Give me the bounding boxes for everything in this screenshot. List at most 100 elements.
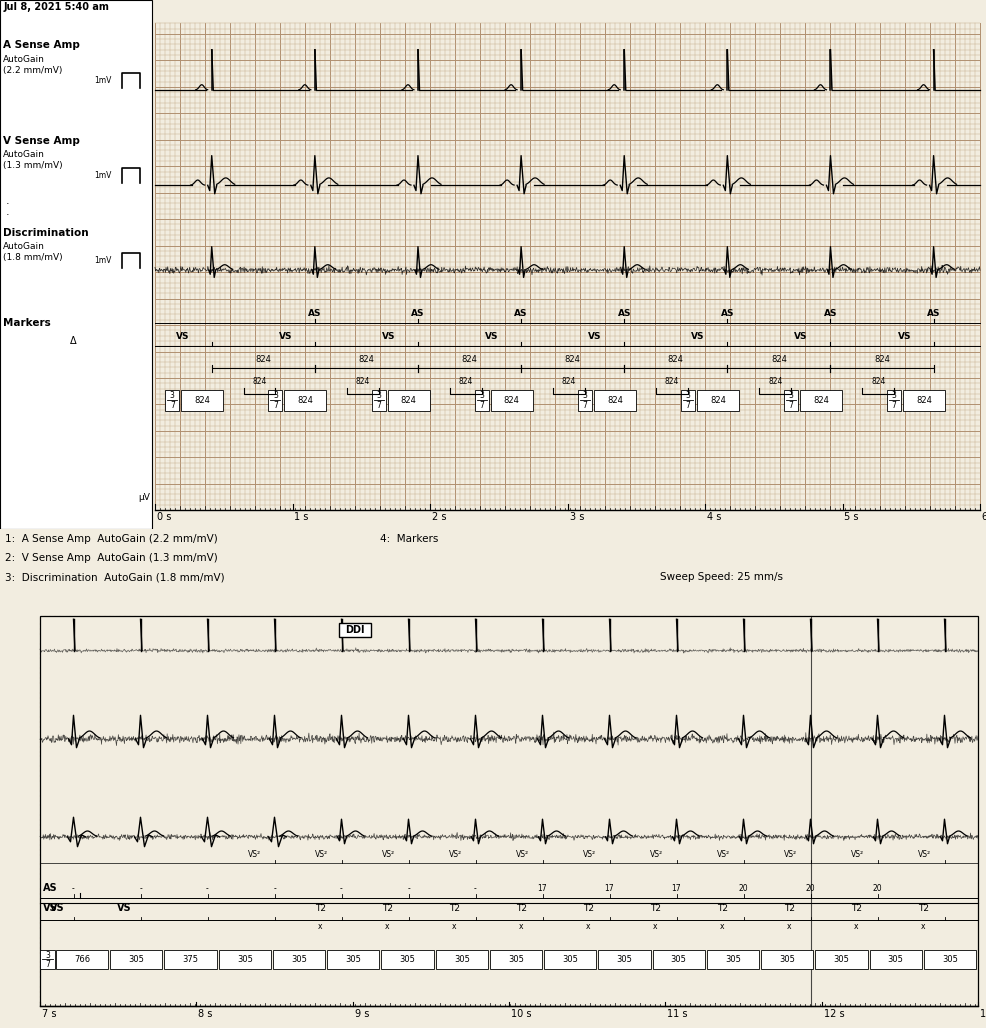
Text: x: x bbox=[386, 922, 389, 931]
Text: 305: 305 bbox=[508, 955, 524, 964]
Text: T2: T2 bbox=[784, 905, 795, 913]
Text: 824: 824 bbox=[665, 377, 679, 387]
Text: 7: 7 bbox=[170, 401, 175, 410]
Bar bbox=[436, 950, 488, 969]
Text: 824: 824 bbox=[194, 396, 210, 405]
Text: .: . bbox=[6, 196, 10, 207]
Bar bbox=[382, 950, 434, 969]
Text: VS: VS bbox=[588, 332, 601, 341]
Text: 3:  Discrimination  AutoGain (1.8 mm/mV): 3: Discrimination AutoGain (1.8 mm/mV) bbox=[5, 573, 225, 582]
Text: T2: T2 bbox=[449, 905, 459, 913]
Text: 17: 17 bbox=[537, 884, 547, 892]
Text: 11 s: 11 s bbox=[668, 1009, 688, 1020]
Bar bbox=[273, 950, 325, 969]
Bar bbox=[903, 390, 946, 411]
Text: x: x bbox=[921, 922, 926, 931]
Text: -: - bbox=[139, 884, 142, 892]
Text: 7: 7 bbox=[273, 401, 278, 410]
Text: -: - bbox=[72, 884, 75, 892]
Text: -: - bbox=[407, 884, 410, 892]
Bar bbox=[815, 950, 868, 969]
Text: 305: 305 bbox=[454, 955, 469, 964]
Bar bbox=[219, 950, 271, 969]
Bar bbox=[578, 390, 592, 411]
Text: 1mV: 1mV bbox=[95, 172, 112, 180]
Text: 8 s: 8 s bbox=[198, 1009, 213, 1020]
Text: x: x bbox=[854, 922, 859, 931]
Text: 3: 3 bbox=[479, 391, 484, 400]
Text: 824: 824 bbox=[916, 396, 932, 405]
Text: 305: 305 bbox=[128, 955, 144, 964]
Text: VS²: VS² bbox=[315, 850, 327, 859]
Text: 824: 824 bbox=[298, 396, 314, 405]
Text: VS: VS bbox=[50, 904, 65, 913]
Bar bbox=[166, 390, 179, 411]
Text: 4 s: 4 s bbox=[707, 513, 722, 522]
Text: 6 s: 6 s bbox=[982, 513, 986, 522]
Text: A Sense Amp: A Sense Amp bbox=[3, 40, 80, 50]
Text: AS: AS bbox=[721, 308, 735, 318]
Bar bbox=[594, 390, 636, 411]
Text: 3: 3 bbox=[685, 391, 690, 400]
Text: 305: 305 bbox=[345, 955, 361, 964]
Text: T2: T2 bbox=[382, 905, 392, 913]
Text: VS²: VS² bbox=[717, 850, 730, 859]
Text: T2: T2 bbox=[583, 905, 594, 913]
Text: AS: AS bbox=[515, 308, 528, 318]
Text: 3: 3 bbox=[45, 951, 50, 959]
Text: AS: AS bbox=[43, 883, 57, 892]
Text: x: x bbox=[519, 922, 524, 931]
Text: μV: μV bbox=[138, 492, 150, 502]
Text: Discrimination: Discrimination bbox=[3, 227, 89, 237]
Text: AS: AS bbox=[308, 308, 321, 318]
Text: 1 s: 1 s bbox=[295, 513, 309, 522]
Text: T2: T2 bbox=[717, 905, 728, 913]
Text: 305: 305 bbox=[887, 955, 903, 964]
Text: (1.3 mm/mV): (1.3 mm/mV) bbox=[3, 161, 63, 170]
Text: VS: VS bbox=[485, 332, 499, 341]
Text: T2: T2 bbox=[315, 905, 325, 913]
Text: VS: VS bbox=[279, 332, 292, 341]
Text: 3: 3 bbox=[170, 391, 175, 400]
Text: T2: T2 bbox=[516, 905, 527, 913]
Text: 3 s: 3 s bbox=[570, 513, 584, 522]
Text: 13 s: 13 s bbox=[980, 1009, 986, 1020]
Text: VS²: VS² bbox=[650, 850, 663, 859]
Text: 824: 824 bbox=[252, 377, 267, 387]
Text: 20: 20 bbox=[806, 884, 815, 892]
Text: 7: 7 bbox=[583, 401, 588, 410]
Text: 20: 20 bbox=[873, 884, 882, 892]
Bar bbox=[681, 390, 695, 411]
Text: 7 s: 7 s bbox=[42, 1009, 56, 1020]
Text: -: - bbox=[206, 884, 209, 892]
Text: 7: 7 bbox=[891, 401, 896, 410]
Text: 305: 305 bbox=[291, 955, 307, 964]
Bar bbox=[387, 390, 430, 411]
Text: 2 s: 2 s bbox=[432, 513, 447, 522]
Bar bbox=[599, 950, 651, 969]
Text: 824: 824 bbox=[359, 356, 375, 364]
Bar bbox=[924, 950, 976, 969]
Text: 0 s: 0 s bbox=[157, 513, 172, 522]
Text: x: x bbox=[787, 922, 792, 931]
Bar bbox=[491, 390, 532, 411]
Text: 7: 7 bbox=[685, 401, 690, 410]
Text: Δ: Δ bbox=[70, 336, 77, 345]
Text: 824: 824 bbox=[710, 396, 726, 405]
Bar bbox=[697, 390, 739, 411]
Bar bbox=[544, 950, 597, 969]
Text: 824: 824 bbox=[768, 377, 782, 387]
Bar bbox=[653, 950, 705, 969]
Bar bbox=[56, 950, 108, 969]
Text: Markers: Markers bbox=[3, 318, 50, 328]
Text: 824: 824 bbox=[813, 396, 829, 405]
Text: -: - bbox=[273, 884, 276, 892]
Bar bbox=[165, 950, 217, 969]
Bar bbox=[268, 390, 282, 411]
Text: 3: 3 bbox=[376, 391, 381, 400]
Text: AutoGain: AutoGain bbox=[3, 150, 45, 159]
Text: x: x bbox=[452, 922, 457, 931]
Text: (2.2 mm/mV): (2.2 mm/mV) bbox=[3, 66, 62, 75]
Text: 10 s: 10 s bbox=[511, 1009, 531, 1020]
Text: 305: 305 bbox=[942, 955, 957, 964]
